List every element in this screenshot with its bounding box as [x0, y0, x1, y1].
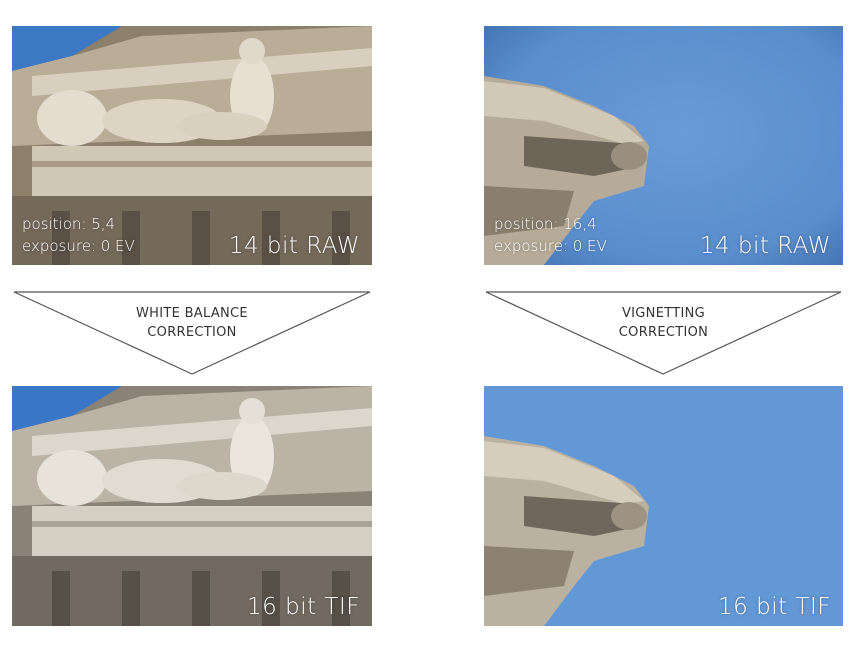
position-label: position: 5,4: [22, 215, 116, 233]
photo-tif-gargoyle: 16 bit TIF: [484, 386, 843, 626]
format-label: 14 bit RAW: [699, 233, 831, 259]
frieze-image: [12, 26, 372, 265]
photo-tif-frieze: 16 bit TIF: [12, 386, 372, 626]
arrow-label-line1: WHITE BALANCE: [136, 306, 248, 321]
position-label: position: 16,4: [494, 215, 597, 233]
gargoyle-image: [484, 386, 843, 626]
photo-raw-frieze: position: 5,4 exposure: 0 EV 14 bit RAW: [12, 26, 372, 265]
format-label: 14 bit RAW: [228, 233, 360, 259]
vignetting-arrow: VIGNETTING CORRECTION: [484, 290, 843, 376]
exposure-label: exposure: 0 EV: [494, 237, 607, 255]
arrow-label-line2: CORRECTION: [147, 325, 237, 340]
gargoyle-image: [484, 26, 843, 265]
white-balance-arrow: WHITE BALANCE CORRECTION: [12, 290, 372, 376]
arrow-label-line2: CORRECTION: [618, 325, 709, 340]
photo-raw-gargoyle: position: 16,4 exposure: 0 EV 14 bit RAW: [484, 26, 843, 265]
format-label: 16 bit TIF: [718, 594, 831, 620]
down-triangle-arrow: [13, 291, 371, 375]
down-triangle-arrow: [485, 291, 842, 375]
format-label: 16 bit TIF: [247, 594, 360, 620]
capture-info: position: 16,4 exposure: 0 EV: [494, 213, 607, 257]
exposure-label: exposure: 0 EV: [22, 237, 135, 255]
capture-info: position: 5,4 exposure: 0 EV: [22, 213, 135, 257]
arrow-label-line1: VIGNETTING: [621, 306, 706, 321]
frieze-image: [12, 386, 372, 626]
